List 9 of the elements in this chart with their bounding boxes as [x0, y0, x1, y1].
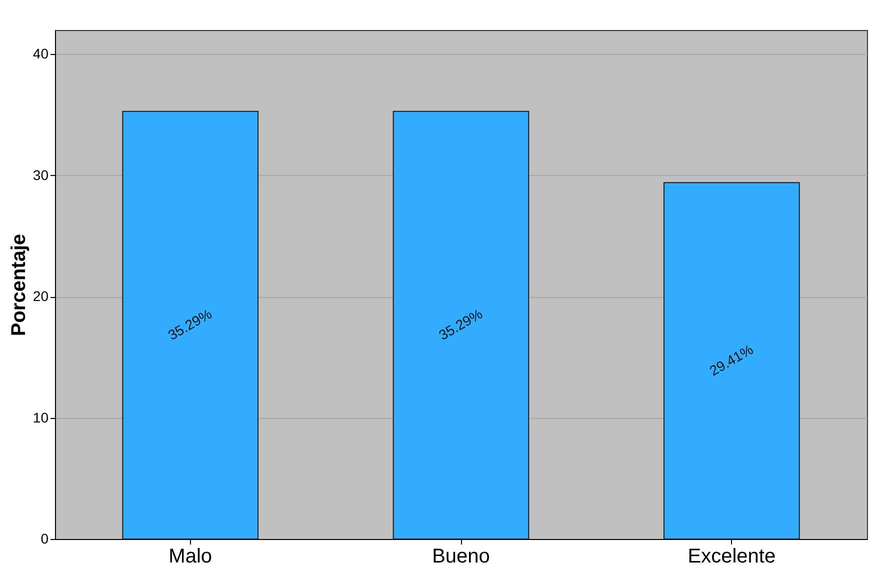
y-tick-label: 20: [32, 288, 49, 304]
x-tick-label: Malo: [168, 546, 212, 568]
y-tick-label: 30: [32, 166, 49, 183]
y-tick-label: 40: [32, 46, 49, 62]
x-tick-label: Bueno: [432, 546, 490, 568]
y-axis-title: Porcentaje: [8, 234, 30, 336]
y-tick-label: 0: [40, 530, 49, 546]
y-tick-label: 10: [32, 409, 49, 426]
x-tick-label: Excelente: [688, 546, 776, 568]
